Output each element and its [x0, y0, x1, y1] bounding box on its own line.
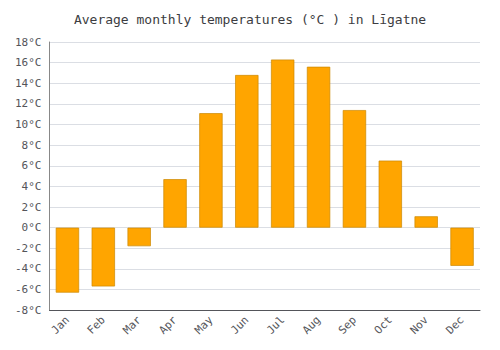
- svg-text:Aug: Aug: [300, 314, 323, 337]
- svg-text:4°C: 4°C: [22, 180, 42, 193]
- svg-text:Mar: Mar: [121, 313, 144, 336]
- svg-text:Sep: Sep: [336, 314, 359, 337]
- svg-text:-4°C: -4°C: [15, 262, 42, 275]
- svg-text:Apr: Apr: [156, 313, 179, 336]
- svg-text:16°C: 16°C: [15, 56, 42, 69]
- svg-text:Nov: Nov: [408, 313, 431, 336]
- svg-text:Jan: Jan: [49, 314, 72, 337]
- svg-text:Jun: Jun: [228, 314, 251, 337]
- svg-text:Dec: Dec: [443, 314, 466, 337]
- svg-text:-8°C: -8°C: [15, 304, 42, 317]
- svg-text:-2°C: -2°C: [15, 242, 42, 255]
- svg-text:Oct: Oct: [372, 314, 395, 337]
- svg-text:12°C: 12°C: [15, 97, 42, 110]
- svg-text:Jul: Jul: [264, 314, 287, 337]
- svg-text:Feb: Feb: [85, 314, 108, 337]
- svg-text:0°C: 0°C: [22, 221, 42, 234]
- svg-text:May: May: [192, 313, 215, 336]
- svg-text:8°C: 8°C: [22, 139, 42, 152]
- svg-text:Average monthly temperatures (: Average monthly temperatures (°C ) in Lī…: [74, 12, 426, 27]
- svg-text:18°C: 18°C: [15, 36, 42, 49]
- svg-text:14°C: 14°C: [15, 77, 42, 90]
- svg-text:-6°C: -6°C: [15, 283, 42, 296]
- svg-text:6°C: 6°C: [22, 159, 42, 172]
- svg-text:2°C: 2°C: [22, 201, 42, 214]
- svg-text:10°C: 10°C: [15, 118, 42, 131]
